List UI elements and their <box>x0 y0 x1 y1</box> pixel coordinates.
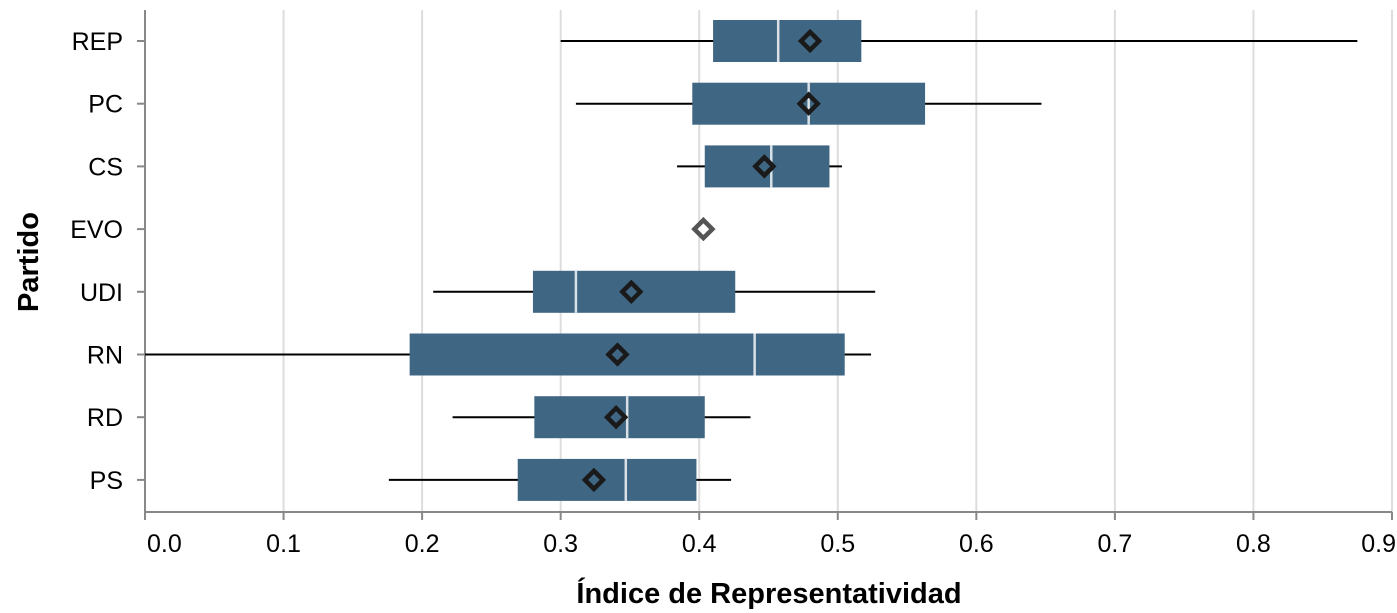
box-layer <box>145 20 1358 501</box>
y-tick-label-rd: RD <box>87 404 123 432</box>
mean-marker-ps <box>581 467 607 493</box>
y-axis-title: Partido <box>13 212 45 312</box>
y-tick-label-rn: RN <box>87 342 123 370</box>
mean-marker-cs <box>752 154 777 179</box>
box-group-evo <box>691 216 716 242</box>
mean-marker-rn <box>605 342 630 367</box>
x-tick-label-5: 0.5 <box>820 530 855 558</box>
box-group-rd <box>452 396 751 439</box>
y-tick-label-pc: PC <box>88 91 123 119</box>
box-group-rn <box>145 333 872 376</box>
mean-marker-rep <box>797 28 823 54</box>
mean-marker-pc <box>796 91 821 116</box>
x-tick-label-2: 0.2 <box>405 530 440 558</box>
mean-marker-evo <box>691 216 716 242</box>
x-tick-label-6: 0.6 <box>959 530 994 558</box>
y-tick-label-evo: EVO <box>70 216 123 244</box>
mean-marker-udi <box>619 279 644 304</box>
x-tick-label-7: 0.7 <box>1098 530 1133 558</box>
y-tick-label-ps: PS <box>90 467 123 495</box>
x-tick-label-3: 0.3 <box>543 530 578 558</box>
box-group-rep <box>560 20 1358 62</box>
x-tick-label-1: 0.1 <box>266 530 301 558</box>
axis-layer: 0.0 0.1 0.2 0.3 0.4 0.5 0.6 0.7 0.8 0.9 REP PC CS EVO… <box>70 10 1396 558</box>
x-tick-label-8: 0.8 <box>1236 530 1271 558</box>
y-tick-label-rep: REP <box>72 28 123 56</box>
box-group-udi <box>433 270 876 313</box>
x-axis-title: Índice de Representatividad <box>576 576 961 610</box>
y-tick-label-cs: CS <box>88 153 123 181</box>
y-tick-label-udi: UDI <box>80 279 123 307</box>
iqr-box-udi <box>532 270 736 313</box>
iqr-box-ps <box>517 458 697 501</box>
iqr-box-rep <box>713 20 862 62</box>
mean-marker-rd <box>603 405 629 430</box>
iqr-box-rd <box>534 396 705 439</box>
box-group-cs <box>677 145 842 188</box>
x-tick-label-9: 0.9 <box>1361 530 1396 558</box>
x-tick-label-4: 0.4 <box>682 530 717 558</box>
iqr-box-cs <box>704 145 830 188</box>
box-group-ps <box>388 458 732 501</box>
x-tick-label-0: 0.0 <box>147 530 182 558</box>
box-group-pc <box>575 82 1042 125</box>
